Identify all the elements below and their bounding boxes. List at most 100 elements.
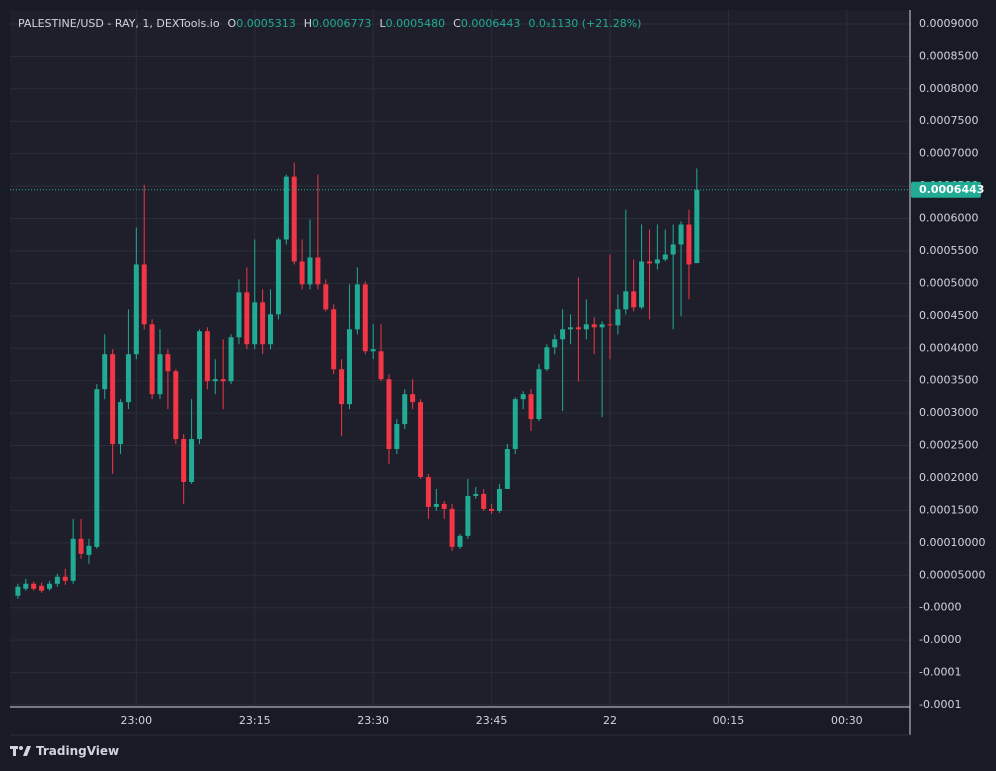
candle-body: [260, 302, 266, 345]
candle-body: [694, 189, 700, 264]
candle-body: [631, 291, 637, 308]
candle-body: [639, 261, 645, 308]
x-tick-label: 23:15: [239, 714, 271, 727]
candle-body: [496, 488, 502, 511]
y-tick-label: 0.0002500: [919, 439, 979, 452]
y-tick-label: -0.0000: [919, 633, 961, 646]
candle-body: [489, 508, 495, 511]
candle-body: [173, 371, 179, 440]
candle-body: [181, 439, 187, 483]
ohlc-value: 0.0006443: [460, 17, 521, 30]
candle-body: [204, 331, 210, 382]
candle-body: [31, 583, 37, 589]
y-tick-label: 0.0008000: [919, 82, 979, 95]
candle-body: [141, 264, 147, 325]
candle-body: [662, 254, 668, 260]
candle-body: [654, 259, 660, 264]
candle-body: [378, 351, 384, 380]
candle-body: [46, 583, 52, 589]
candle-body: [346, 329, 352, 405]
candle-body: [252, 302, 258, 345]
ohlc-key: H: [303, 17, 312, 30]
candle-body: [678, 224, 684, 245]
y-tick-label: 0.0003500: [919, 374, 979, 387]
candle-body: [386, 379, 392, 450]
ohlc-key: O: [227, 17, 237, 30]
candle-body: [536, 369, 542, 420]
candle-body: [78, 538, 84, 554]
candle-body: [275, 239, 281, 315]
candle-body: [354, 284, 360, 330]
candle-body: [70, 538, 76, 581]
y-tick-label: 0.0004000: [919, 341, 979, 354]
axis-labels: 0.0009000 0.0008500 0.0008000 0.0007500 0.00…: [120, 17, 985, 727]
candle-body: [133, 264, 139, 355]
candle-body: [299, 261, 305, 285]
candle-body: [528, 394, 534, 420]
candle-body: [323, 284, 329, 310]
ohlc-value: 0.0005313: [236, 17, 296, 30]
candle-body: [236, 292, 242, 338]
y-tick-label: 0.00010000: [919, 536, 985, 549]
grid: [10, 10, 910, 707]
candle-body: [362, 284, 368, 352]
candle-body: [125, 354, 131, 403]
candle-body: [268, 314, 274, 345]
brand-logo: [10, 746, 31, 756]
brand-name: TradingView: [36, 744, 120, 758]
y-tick-label: 0.0005000: [919, 276, 979, 289]
candle-body: [110, 354, 116, 445]
candle-body: [686, 224, 692, 265]
candle-body: [94, 389, 100, 547]
candle-body: [370, 349, 376, 352]
candle-body: [575, 327, 581, 330]
y-tick-label: 0.0005500: [919, 244, 979, 257]
candle-body: [189, 439, 195, 483]
candle-body: [449, 508, 455, 547]
candle-body: [339, 369, 345, 405]
candle-body: [86, 545, 92, 555]
candle-body: [418, 402, 424, 478]
y-tick-label: 0.0009000: [919, 17, 979, 30]
candle-body: [102, 354, 108, 390]
candles: [10, 162, 910, 599]
x-tick-label: 23:30: [357, 714, 389, 727]
y-tick-label: -0.0001: [919, 666, 961, 679]
candle-body: [433, 503, 439, 507]
candle-body: [457, 535, 463, 547]
brand: TradingView: [10, 744, 119, 758]
candle-body: [410, 394, 416, 403]
ohlc-header: PALESTINE/USD - RAY, 1, DEXTools.io O 0.0…: [18, 17, 641, 30]
candle-body: [394, 424, 400, 450]
candle-body: [283, 176, 289, 240]
candle-body: [646, 261, 652, 264]
symbol-title: PALESTINE/USD - RAY, 1, DEXTools.io: [18, 17, 220, 30]
y-tick-label: 0.0007500: [919, 114, 979, 127]
candle-body: [62, 576, 68, 581]
candle-body: [615, 309, 621, 326]
candle-body: [149, 324, 155, 395]
candle-body: [315, 257, 321, 285]
candle-body: [473, 493, 479, 496]
y-tick-label: 0.0003000: [919, 406, 979, 419]
candle-body: [228, 337, 234, 382]
candle-body: [512, 399, 518, 450]
candle-body: [157, 354, 163, 395]
last-price-label: 0.0006443: [919, 183, 984, 196]
x-tick-label: 23:00: [120, 714, 152, 727]
candle-body: [118, 402, 124, 445]
candle-body: [670, 244, 676, 255]
candle-body: [607, 324, 613, 326]
candle-body: [220, 379, 226, 382]
ohlc-value: 0.0006773: [312, 17, 372, 30]
x-tick-label: 22: [603, 714, 617, 727]
candle-body: [23, 583, 29, 589]
candle-body: [520, 394, 526, 400]
candle-body: [583, 324, 589, 330]
candle-body: [504, 449, 510, 489]
candle-body: [441, 503, 447, 509]
candle-body: [307, 257, 313, 285]
y-tick-label: -0.0000: [919, 601, 961, 614]
